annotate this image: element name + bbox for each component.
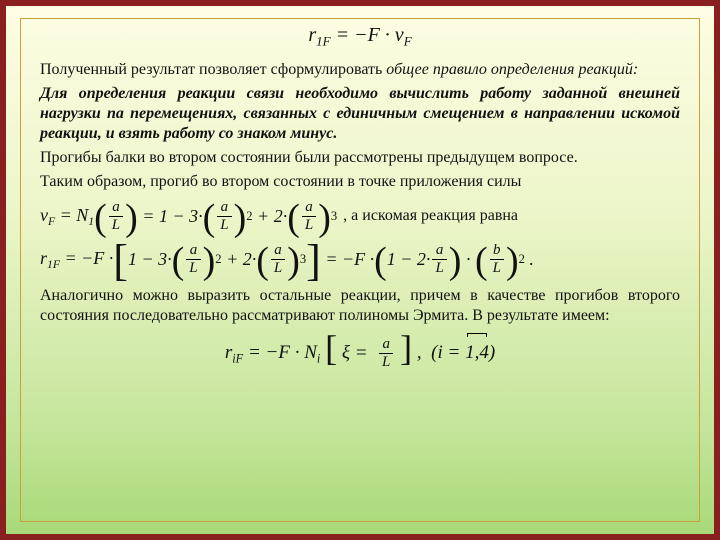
paren-open-icon: ( (287, 205, 300, 232)
bracket-close-icon: ] (306, 248, 321, 274)
bracket-close-icon: ] (400, 338, 412, 360)
paragraph-3: Прогибы балки во втором состоянии были р… (40, 148, 680, 168)
equation-riF: riF = −F · Ni [ ξ = aL ] , (i = 1,4) (40, 332, 680, 371)
equation-vF: vF = N1 ( aL ) = 1 − 3· ( aL )2 + 2· ( a… (40, 200, 680, 233)
paren-open-icon: ( (475, 248, 488, 275)
eq-riF-xi: ξ = (342, 342, 372, 363)
eq-riF-lhs: riF = −F · Ni (225, 342, 321, 363)
paren-close-icon: ) (125, 205, 138, 232)
eq-r1F-mid: = −F · (321, 249, 374, 270)
paren-close-icon: ) (203, 248, 216, 275)
paren-open-icon: ( (203, 205, 216, 232)
eq-r1F-period: . (525, 249, 534, 270)
eq-sep-1: = 1 − 3· (138, 206, 203, 227)
eq-r1F-b2: + 2· (222, 249, 257, 270)
paragraph-6: Аналогично можно выразить остальные реак… (40, 286, 680, 326)
paren-close-icon: ) (506, 248, 519, 275)
bracket-open-icon: [ (325, 338, 337, 360)
frac-aL-4: aL (186, 243, 200, 276)
paren-open-icon: ( (94, 205, 107, 232)
p1-lead: Полученный результат позволяет сформулир… (40, 61, 386, 78)
exp-3: 3 (331, 209, 337, 224)
p5-trailing: , а искомая реакция равна (343, 207, 518, 225)
frac-aL-2: aL (217, 200, 231, 233)
paren-close-icon: ) (287, 248, 300, 275)
paren-close-icon: ) (234, 205, 247, 232)
paren-open-icon: ( (374, 248, 387, 275)
paren-close-icon: ) (318, 205, 331, 232)
frac-aL-6: aL (432, 243, 446, 276)
frac-aL-5: aL (271, 243, 285, 276)
paren-open-icon: ( (256, 248, 269, 275)
frac-aL-7: aL (379, 337, 393, 370)
frac-aL-3: aL (302, 200, 316, 233)
eq-top-text: r1F = −F · vF (308, 24, 411, 46)
eq-r1F-dot: · (461, 249, 475, 270)
eq-r1F-c1: 1 − 2· (387, 249, 431, 270)
paren-close-icon: ) (449, 248, 462, 275)
slide-page: r1F = −F · vF Полученный результат позво… (0, 0, 720, 540)
paragraph-2-rule: Для определения реакции связи необходимо… (40, 84, 680, 144)
frac-aL-1: aL (109, 200, 123, 233)
range-overline: 1,4 (465, 332, 489, 364)
eq-vF-lhs: vF = N1 (40, 205, 94, 228)
equation-top: r1F = −F · vF (40, 24, 680, 50)
bracket-open-icon: [ (113, 248, 128, 274)
eq-sep-2: + 2· (253, 206, 288, 227)
p1-emphasis: общее правило определения реакций: (386, 61, 638, 78)
frac-bL: bL (490, 243, 504, 276)
equation-r1F: r1F = −F · [ 1 − 3· ( aL )2 + 2· ( aL )3… (40, 243, 680, 276)
paren-open-icon: ( (172, 248, 185, 275)
paragraph-4: Таким образом, прогиб во втором состояни… (40, 172, 680, 192)
paragraph-1: Полученный результат позволяет сформулир… (40, 60, 680, 80)
eq-r1F-b1: 1 − 3· (128, 249, 172, 270)
eq-r1F-lhs: r1F = −F · (40, 248, 113, 271)
eq-riF-range: , (i = 1,4) (417, 342, 495, 363)
